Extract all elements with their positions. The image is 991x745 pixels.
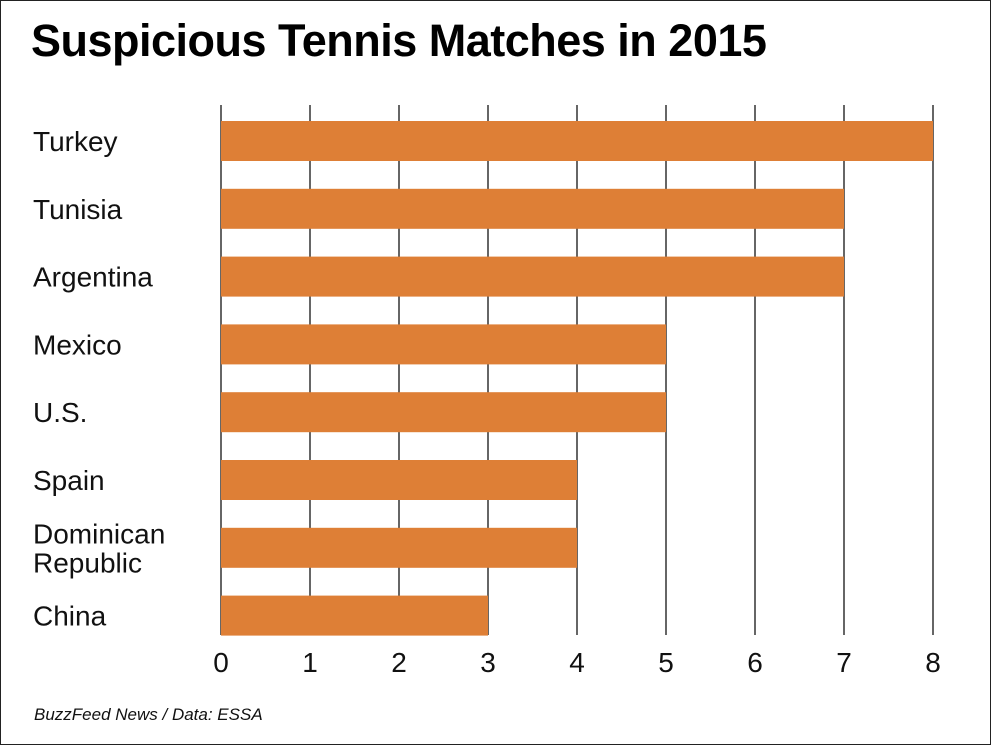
x-tick-label: 8 <box>925 647 941 678</box>
bar <box>221 324 666 365</box>
category-label-line: Spain <box>33 465 105 496</box>
category-label-line: China <box>33 601 107 632</box>
bar <box>221 188 844 229</box>
x-tick-label: 7 <box>836 647 852 678</box>
category-label: China <box>33 601 107 632</box>
source-note: BuzzFeed News / Data: ESSA <box>34 705 263 724</box>
category-label-line: Mexico <box>33 329 122 360</box>
bars <box>221 121 933 636</box>
category-label: Mexico <box>33 329 122 360</box>
category-labels: Turkey Tunisia Argentina Mexico U.S. Spain Dom… <box>33 126 165 632</box>
category-label-line: Tunisia <box>33 194 123 225</box>
bar <box>221 460 577 500</box>
category-label-line: Turkey <box>33 126 118 157</box>
category-label: Argentina <box>33 262 153 293</box>
x-tick-label: 1 <box>302 647 318 678</box>
x-axis-tick-labels: 0 1 2 3 4 5 6 7 8 <box>213 647 941 678</box>
x-tick-label: 2 <box>391 647 407 678</box>
bar <box>221 527 577 568</box>
category-label: Turkey <box>33 126 118 157</box>
x-tick-label: 0 <box>213 647 229 678</box>
category-label-line: Republic <box>33 547 142 578</box>
chart-title: Suspicious Tennis Matches in 2015 <box>31 15 767 66</box>
bar <box>221 256 844 297</box>
x-tick-label: 6 <box>747 647 763 678</box>
category-label: Spain <box>33 465 105 496</box>
category-label-line: Argentina <box>33 262 153 293</box>
x-tick-label: 4 <box>569 647 585 678</box>
x-tick-label: 5 <box>658 647 674 678</box>
category-label-line: U.S. <box>33 397 87 428</box>
bar <box>221 121 933 161</box>
bar <box>221 392 666 433</box>
category-label: Tunisia <box>33 194 123 225</box>
bar-chart: Turkey Tunisia Argentina Mexico U.S. Spain Dom… <box>33 105 941 678</box>
x-tick-label: 3 <box>480 647 496 678</box>
bar <box>221 595 488 636</box>
category-label: U.S. <box>33 397 87 428</box>
category-label-line: Dominican <box>33 518 165 549</box>
category-label: Dominican Republic <box>33 518 165 578</box>
